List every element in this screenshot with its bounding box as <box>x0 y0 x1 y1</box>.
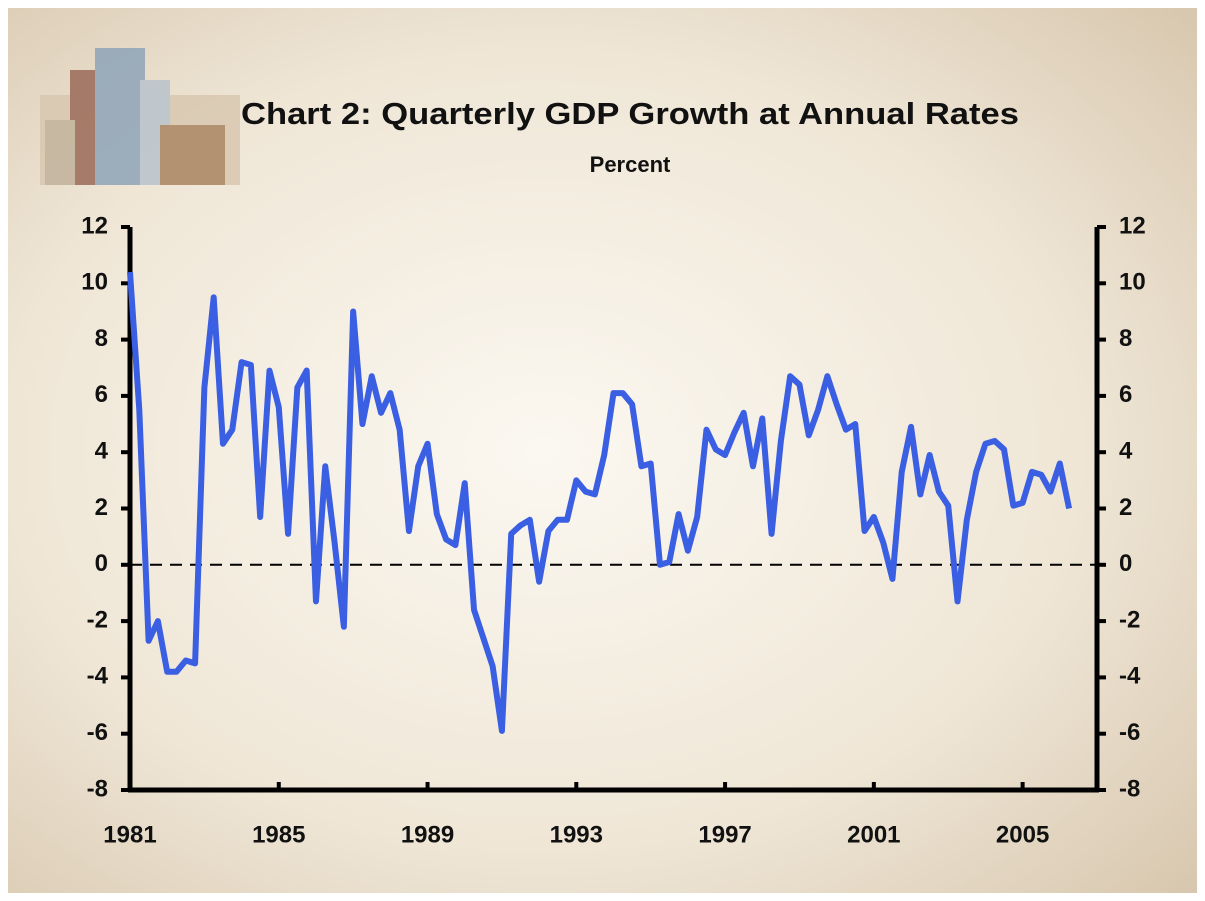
y-tick-label: -8 <box>87 775 108 802</box>
y-tick-label-right: 2 <box>1119 494 1132 521</box>
chart-subtitle: Percent <box>590 152 671 177</box>
x-tick-label: 1997 <box>698 821 751 848</box>
y-tick-label-right: 6 <box>1119 381 1132 408</box>
y-tick-label: 6 <box>95 381 108 408</box>
gdp-line <box>127 271 1073 734</box>
y-tick-label: -4 <box>87 663 109 690</box>
y-tick-label-right: -2 <box>1119 606 1140 633</box>
x-tick-label: 1989 <box>401 821 454 848</box>
y-tick-label: 8 <box>95 325 108 352</box>
y-tick-label-right: -8 <box>1119 775 1140 802</box>
y-tick-label-right: 0 <box>1119 550 1132 577</box>
x-tick-label: 1985 <box>252 821 305 848</box>
x-tick-label: 2001 <box>847 821 900 848</box>
y-tick-label: 2 <box>95 494 108 521</box>
y-tick-label-right: 4 <box>1119 438 1133 465</box>
y-tick-label: 10 <box>81 269 108 296</box>
y-tick-label-right: 12 <box>1119 212 1146 239</box>
x-tick-label: 2005 <box>996 821 1049 848</box>
y-tick-label-right: 10 <box>1119 269 1146 296</box>
x-tick-label: 1981 <box>103 821 156 848</box>
building-picture <box>40 48 240 185</box>
y-tick-label: -2 <box>87 606 108 633</box>
chart-title: Chart 2: Quarterly GDP Growth at Annual … <box>241 96 1019 131</box>
y-tick-label-right: 8 <box>1119 325 1132 352</box>
y-tick-label-right: -4 <box>1119 663 1141 690</box>
y-tick-label: -6 <box>87 719 108 746</box>
y-tick-label: 0 <box>95 550 108 577</box>
y-tick-label: 4 <box>95 438 109 465</box>
y-tick-label-right: -6 <box>1119 719 1140 746</box>
y-tick-label: 12 <box>81 212 108 239</box>
x-tick-label: 1993 <box>550 821 603 848</box>
